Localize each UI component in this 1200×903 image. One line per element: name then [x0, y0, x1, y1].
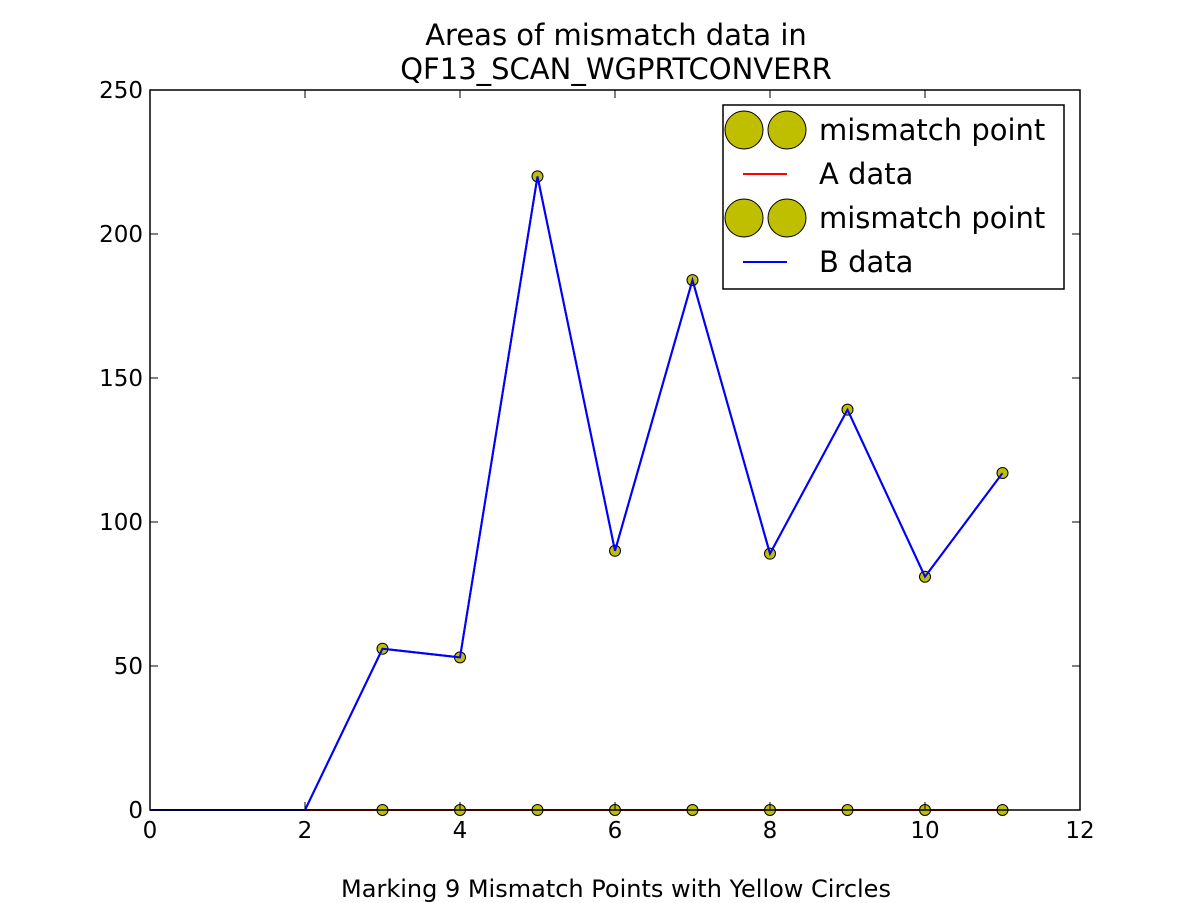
legend-label: B data — [819, 245, 913, 279]
y-tick-label: 100 — [99, 510, 143, 536]
legend-marker-swatch — [767, 198, 807, 238]
y-tick-label: 150 — [99, 366, 143, 392]
legend-marker-swatch — [724, 110, 764, 150]
chart-title-line-2: QF13_SCAN_WGPRTCONVERR — [400, 52, 832, 86]
y-tick-label: 0 — [128, 798, 143, 824]
legend-marker-swatch — [724, 198, 764, 238]
legend: mismatch point A data mismatch point B data — [722, 104, 1065, 290]
legend-label: A data — [819, 157, 913, 191]
x-tick-label: 0 — [143, 818, 158, 844]
x-axis-label: Marking 9 Mismatch Points with Yellow Ci… — [341, 875, 891, 903]
y-tick-label: 50 — [114, 654, 143, 680]
legend-label: mismatch point — [819, 201, 1045, 235]
x-tick-label: 10 — [910, 818, 939, 844]
x-tick-label: 12 — [1065, 818, 1094, 844]
x-tick-label: 6 — [608, 818, 623, 844]
x-tick-label: 8 — [763, 818, 778, 844]
axis-ticks: 0 2 4 6 8 10 12 0 50 100 150 200 250 — [99, 78, 1095, 844]
chart-title-line-1: Areas of mismatch data in — [425, 18, 807, 52]
y-tick-label: 200 — [99, 222, 143, 248]
legend-label: mismatch point — [819, 113, 1045, 147]
x-tick-label: 2 — [298, 818, 313, 844]
y-tick-label: 250 — [99, 78, 143, 104]
x-tick-label: 4 — [453, 818, 468, 844]
legend-marker-swatch — [767, 110, 807, 150]
